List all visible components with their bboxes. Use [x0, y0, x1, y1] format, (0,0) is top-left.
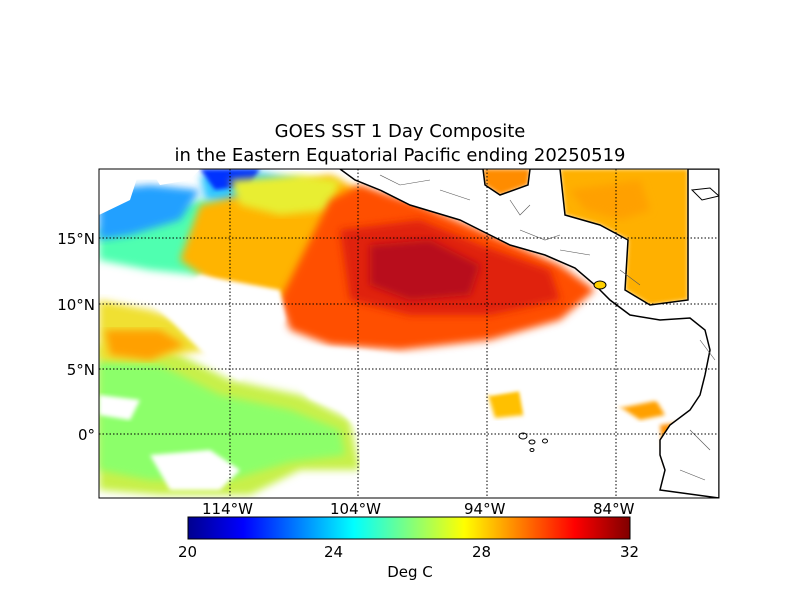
lon-tick-104w: 104°W [330, 500, 381, 518]
lat-tick-15n: 15°N [57, 230, 95, 248]
map-frame [98, 168, 720, 499]
graticule [99, 169, 719, 498]
colorbar-tick-28: 28 [472, 543, 492, 561]
lat-tick-0: 0° [77, 426, 95, 444]
colorbar-label: Deg C [387, 563, 433, 581]
lon-tick-94w: 94°W [464, 500, 506, 518]
title-line-1: GOES SST 1 Day Composite [274, 121, 526, 142]
colorbar [187, 516, 631, 540]
lat-tick-10n: 10°N [57, 296, 95, 314]
sst-field [99, 169, 719, 498]
colorbar-tick-24: 24 [324, 543, 344, 561]
colorbar-tick-32: 32 [620, 543, 640, 561]
lat-tick-5n: 5°N [66, 361, 95, 379]
colorbar-tick-20: 20 [178, 543, 198, 561]
lon-tick-114w: 114°W [202, 500, 253, 518]
lon-tick-84w: 84°W [593, 500, 635, 518]
title-line-2: in the Eastern Equatorial Pacific ending… [174, 145, 626, 166]
